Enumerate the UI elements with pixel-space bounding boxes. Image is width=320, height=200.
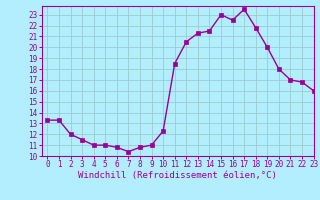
X-axis label: Windchill (Refroidissement éolien,°C): Windchill (Refroidissement éolien,°C)	[78, 171, 277, 180]
